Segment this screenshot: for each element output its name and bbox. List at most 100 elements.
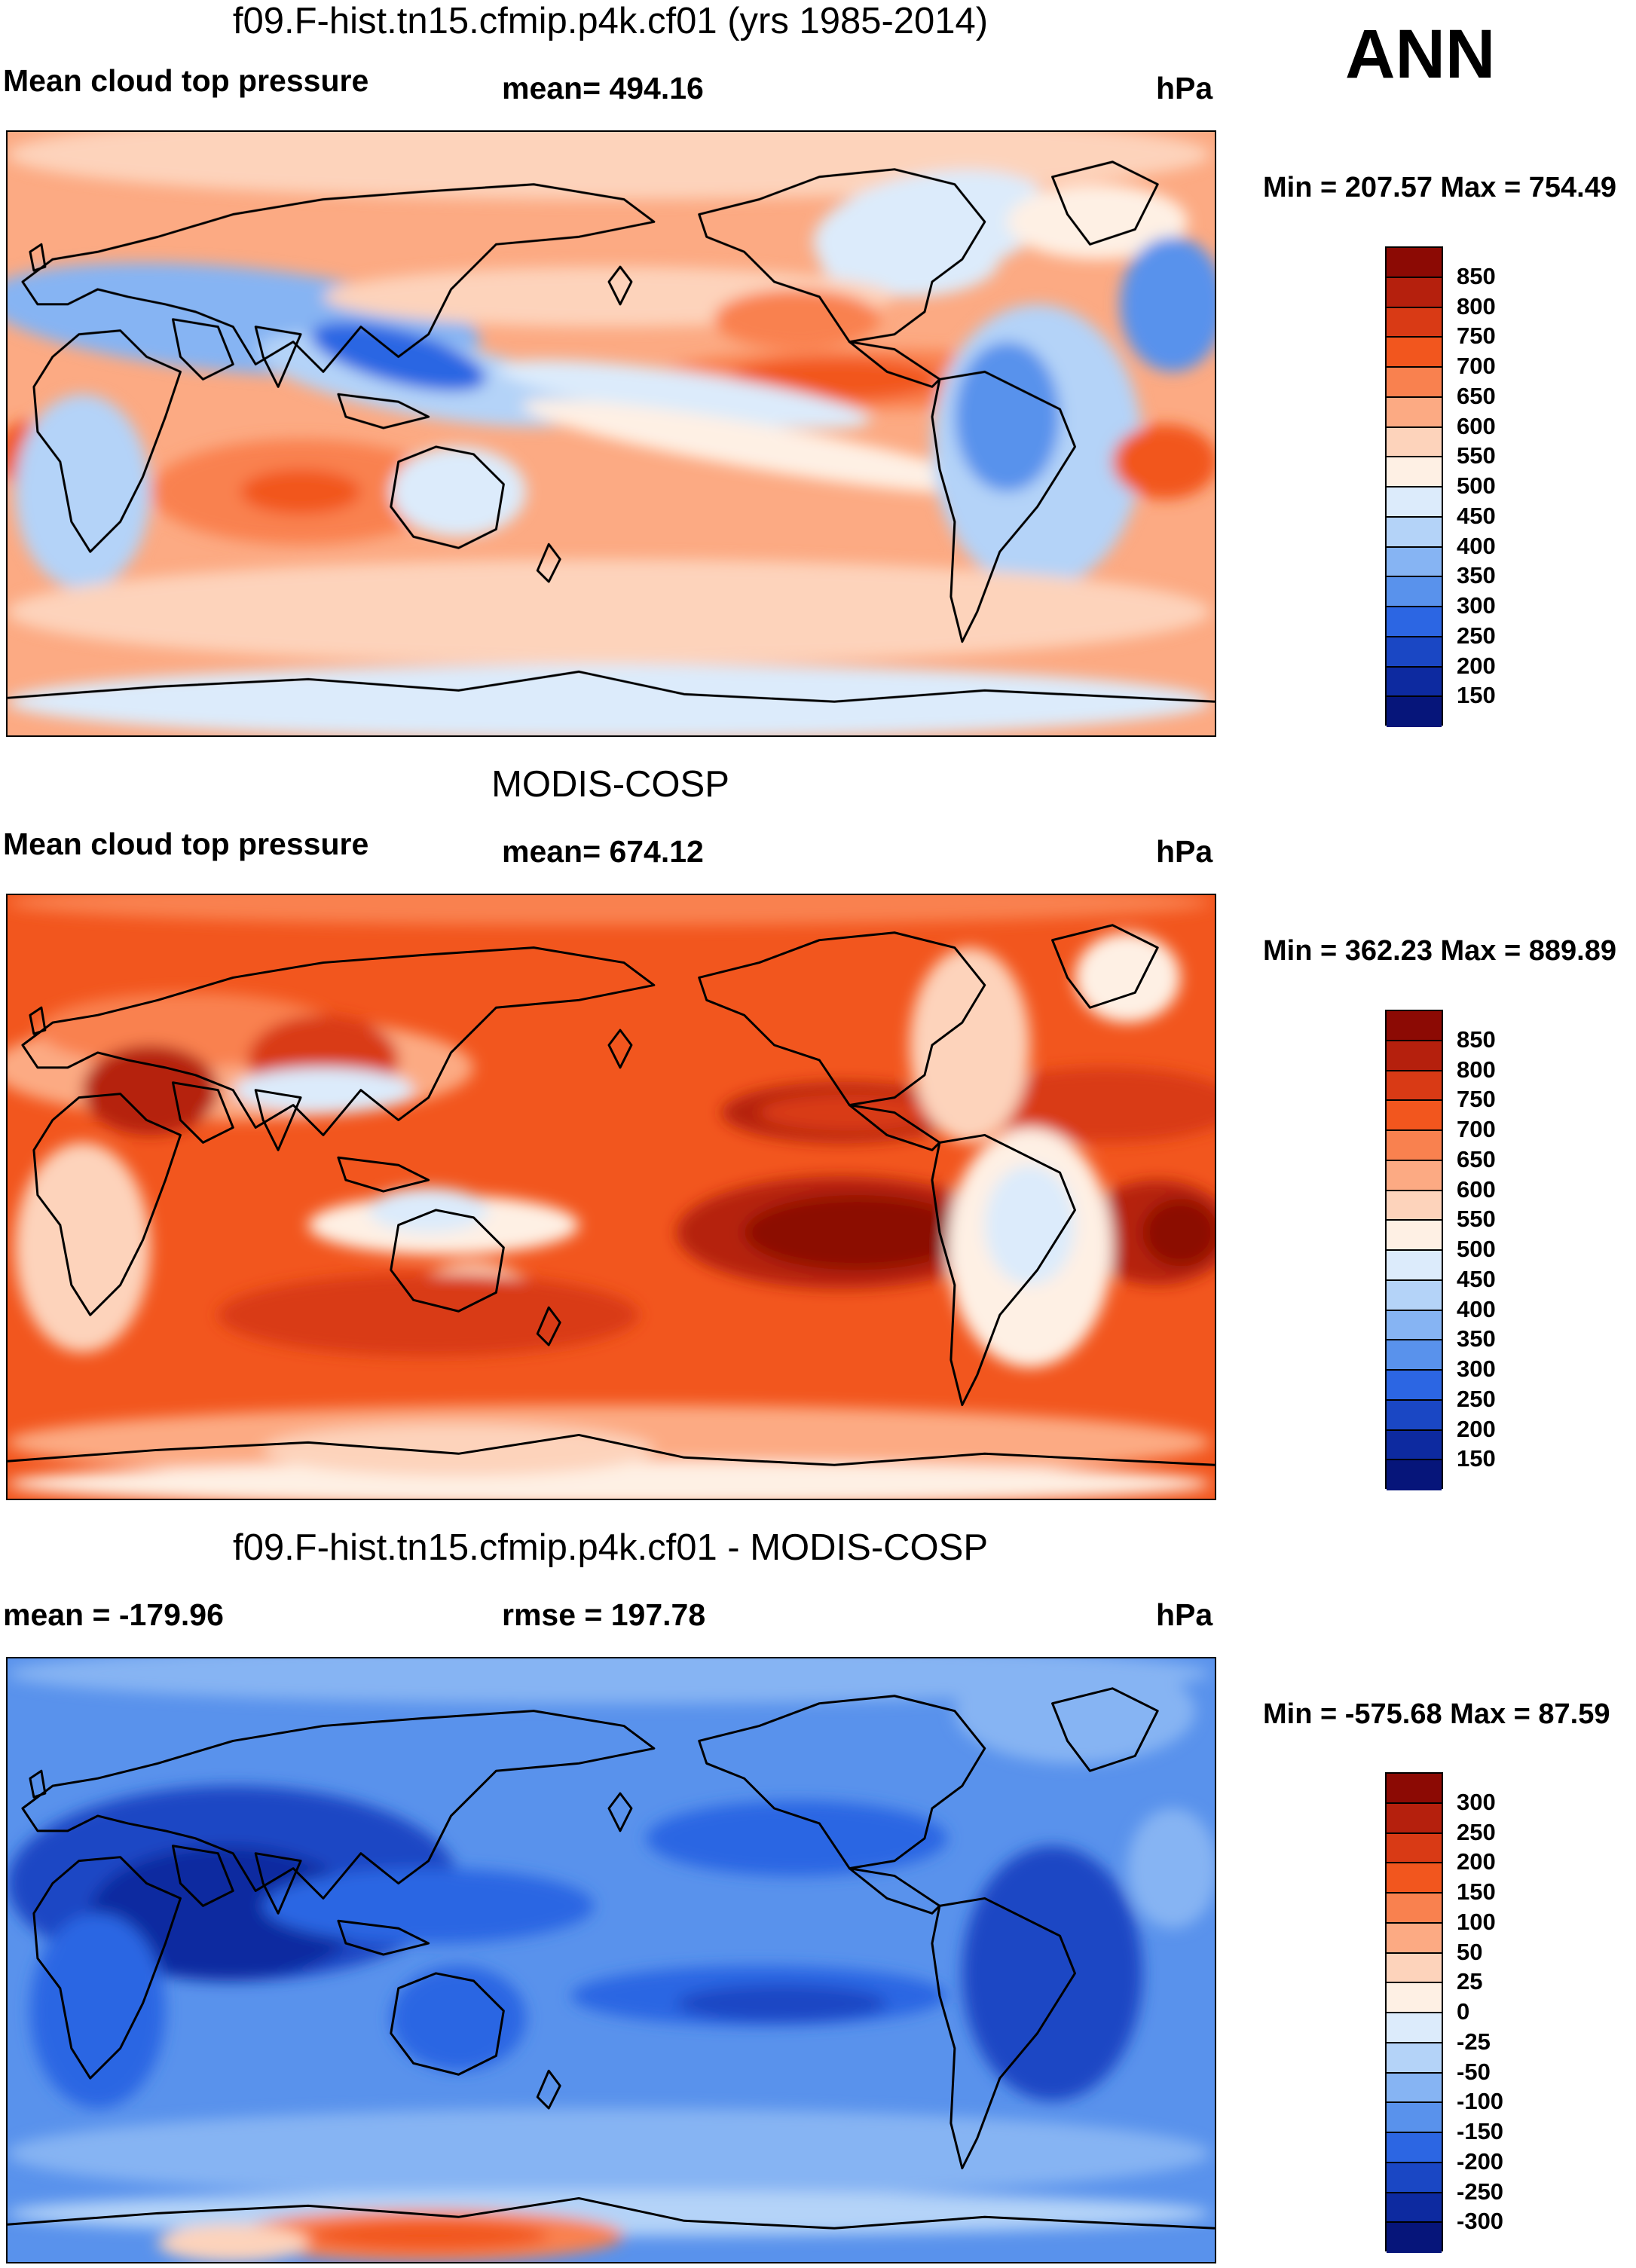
- colorbar-swatch: [1387, 1460, 1442, 1490]
- contour-region: [263, 1423, 654, 1477]
- colorbar-swatch: [1387, 1863, 1442, 1894]
- colorbar-tick-label: -200: [1457, 2147, 1504, 2175]
- panel-3-title: f09.F-hist.tn15.cfmip.p4k.cf01 - MODIS-C…: [232, 1527, 989, 1568]
- panel-2-map: [6, 894, 1216, 1500]
- contour-region: [8, 664, 1210, 735]
- coastline-path: [536, 2069, 561, 2110]
- contour-region: [233, 1067, 414, 1113]
- colorbar-tick-label: -150: [1457, 2118, 1504, 2144]
- colorbar-swatch: [1387, 1310, 1442, 1341]
- panel-3-map: [6, 1657, 1216, 2263]
- contour-region: [1120, 237, 1215, 372]
- panel-2-minmax: Min = 362.23 Max = 889.89: [1263, 935, 1616, 967]
- panel-1-mean-label: mean= 494.16: [502, 71, 704, 105]
- contour-region: [759, 1093, 940, 1132]
- contour-region: [1112, 424, 1215, 500]
- panel-3-units-label: hPa: [1156, 1597, 1213, 1632]
- colorbar-tick-label: 850: [1457, 262, 1496, 289]
- coastline-path: [1051, 1687, 1159, 1772]
- coastlines: [8, 924, 1215, 1466]
- panel-3-map-canvas: [8, 1658, 1215, 2262]
- panel-2-colorbar: [1385, 1010, 1443, 1490]
- colorbar-tick-label: 350: [1457, 562, 1496, 589]
- colorbar-tick-label: 250: [1457, 622, 1496, 649]
- contour-region: [8, 895, 1210, 925]
- contour-region: [8, 1461, 1210, 1499]
- coastline-path: [29, 1769, 47, 1799]
- colorbar-swatch: [1387, 547, 1442, 578]
- contour-region: [1007, 184, 1188, 260]
- colorbar-swatch: [1387, 2223, 1442, 2253]
- panel-1-colorbar: [1385, 246, 1443, 727]
- coastline-path: [171, 1081, 234, 1144]
- colorbar-swatch: [1387, 427, 1442, 458]
- coastline-path: [931, 1897, 1076, 2170]
- field-contours: [8, 132, 1215, 735]
- panel-1-variable-label: Mean cloud top pressure: [3, 63, 369, 98]
- coastline-path: [171, 1845, 234, 1907]
- colorbar-swatch: [1387, 2073, 1442, 2104]
- colorbar-tick-label: 750: [1457, 322, 1496, 350]
- colorbar-tick-label: 100: [1457, 1908, 1496, 1935]
- colorbar-swatch: [1387, 1251, 1442, 1281]
- contour-region: [714, 289, 880, 350]
- contour-region: [497, 359, 870, 429]
- season-label: ANN: [1345, 16, 1496, 93]
- contour-region: [82, 1045, 219, 1136]
- colorbar-swatch: [1387, 457, 1442, 488]
- colorbar-swatch: [1387, 1101, 1442, 1131]
- field-contours: [8, 1658, 1215, 2262]
- colorbar-tick-label: 550: [1457, 1206, 1496, 1233]
- colorbar-tick-label: 300: [1457, 1788, 1496, 1815]
- colorbar-tick-label: 650: [1457, 382, 1496, 409]
- coastline-path: [1051, 160, 1159, 246]
- contour-region: [390, 1965, 527, 2071]
- panel-2-variable-label: Mean cloud top pressure: [3, 827, 369, 861]
- panel-3-mean-label: mean = -179.96: [3, 1597, 224, 1632]
- colorbar-tick-label: 650: [1457, 1145, 1496, 1172]
- colorbar-swatch: [1387, 248, 1442, 278]
- colorbar-swatch: [1387, 1400, 1442, 1431]
- coastline-path: [698, 168, 986, 344]
- colorbar-tick-label: 700: [1457, 353, 1496, 379]
- colorbar-tick-label: 500: [1457, 472, 1496, 499]
- field-contours: [8, 895, 1215, 1499]
- coastline-path: [8, 1433, 1215, 1466]
- colorbar-swatch: [1387, 2133, 1442, 2163]
- contour-region: [390, 446, 527, 537]
- coastline-path: [32, 329, 182, 553]
- coastline-path: [254, 326, 302, 388]
- coastline-path: [8, 670, 1215, 703]
- contour-region: [218, 1273, 639, 1356]
- colorbar-tick-label: 250: [1457, 1385, 1496, 1412]
- colorbar-swatch: [1387, 1011, 1442, 1041]
- colorbar-tick-label: 25: [1457, 1968, 1483, 1995]
- coastline-path: [21, 183, 656, 373]
- panel-3-rmse-label: rmse = 197.78: [502, 1597, 706, 1632]
- coastline-path: [390, 1209, 505, 1313]
- colorbar-swatch: [1387, 1071, 1442, 1102]
- colorbar-swatch: [1387, 577, 1442, 607]
- colorbar-swatch: [1387, 1280, 1442, 1311]
- panel-2-units-label: hPa: [1156, 834, 1213, 869]
- colorbar-tick-label: 800: [1457, 292, 1496, 319]
- colorbar-tick-label: 300: [1457, 592, 1496, 619]
- colorbar-tick-label: 450: [1457, 502, 1496, 529]
- colorbar-swatch: [1387, 1953, 1442, 1984]
- coastline-path: [536, 543, 561, 583]
- coastline-path: [171, 318, 234, 381]
- colorbar-tick-label: -250: [1457, 2178, 1504, 2205]
- colorbar-swatch: [1387, 277, 1442, 308]
- panel-2-map-canvas: [8, 895, 1215, 1499]
- contour-region: [819, 222, 1000, 297]
- colorbar-swatch: [1387, 2013, 1442, 2043]
- contour-region: [368, 1187, 489, 1233]
- colorbar-swatch: [1387, 307, 1442, 338]
- coastline-path: [931, 370, 1076, 643]
- coastline-path: [21, 1710, 656, 1900]
- contour-region: [744, 1195, 970, 1270]
- colorbar-swatch: [1387, 1340, 1442, 1371]
- colorbar-swatch: [1387, 1983, 1442, 2013]
- colorbar-tick-label: 400: [1457, 532, 1496, 559]
- colorbar-swatch: [1387, 397, 1442, 428]
